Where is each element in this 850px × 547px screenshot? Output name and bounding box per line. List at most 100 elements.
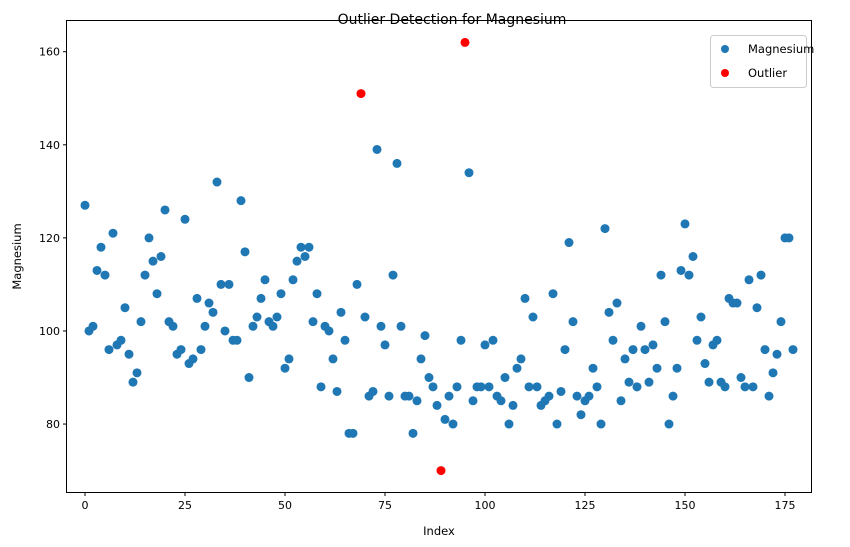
magnesium-point bbox=[176, 345, 186, 355]
legend-box bbox=[710, 35, 807, 88]
magnesium-point bbox=[608, 335, 618, 345]
magnesium-point bbox=[508, 400, 518, 410]
magnesium-point bbox=[96, 242, 106, 252]
magnesium-point bbox=[268, 321, 278, 331]
magnesium-point bbox=[476, 382, 486, 392]
magnesium-point bbox=[296, 242, 306, 252]
magnesium-point bbox=[92, 265, 102, 275]
magnesium-point bbox=[392, 158, 402, 168]
magnesium-point bbox=[748, 382, 758, 392]
magnesium-point bbox=[632, 382, 642, 392]
magnesium-point bbox=[444, 391, 454, 401]
magnesium-point bbox=[180, 214, 190, 224]
magnesium-point bbox=[328, 354, 338, 364]
magnesium-point bbox=[696, 312, 706, 322]
x-tick-label: 125 bbox=[575, 499, 596, 512]
magnesium-point bbox=[660, 317, 670, 327]
magnesium-point bbox=[136, 317, 146, 327]
magnesium-point bbox=[428, 382, 438, 392]
y-tick-label: 80 bbox=[46, 418, 60, 431]
magnesium-point bbox=[656, 270, 666, 280]
magnesium-point bbox=[352, 279, 362, 289]
magnesium-point bbox=[192, 293, 202, 303]
magnesium-point bbox=[684, 270, 694, 280]
magnesium-point bbox=[168, 321, 178, 331]
magnesium-point bbox=[252, 312, 262, 322]
magnesium-point bbox=[616, 396, 626, 406]
magnesium-point bbox=[208, 307, 218, 317]
magnesium-point bbox=[276, 289, 286, 299]
x-tick-label: 150 bbox=[675, 499, 696, 512]
magnesium-point bbox=[548, 289, 558, 299]
magnesium-point bbox=[152, 289, 162, 299]
magnesium-point bbox=[592, 382, 602, 392]
legend-label-magnesium: Magnesium bbox=[748, 42, 814, 56]
magnesium-point bbox=[432, 400, 442, 410]
y-axis-label: Magnesium bbox=[10, 223, 24, 289]
magnesium-point bbox=[620, 354, 630, 364]
magnesium-point bbox=[448, 419, 458, 429]
magnesium-point bbox=[204, 298, 214, 308]
magnesium-point bbox=[108, 228, 118, 238]
magnesium-point bbox=[224, 279, 234, 289]
magnesium-point bbox=[336, 307, 346, 317]
magnesium-point bbox=[100, 270, 110, 280]
magnesium-point bbox=[88, 321, 98, 331]
magnesium-point bbox=[584, 391, 594, 401]
magnesium-point bbox=[528, 312, 538, 322]
magnesium-point bbox=[220, 326, 230, 336]
magnesium-point bbox=[292, 256, 302, 266]
magnesium-point bbox=[340, 335, 350, 345]
magnesium-point bbox=[372, 144, 382, 154]
magnesium-point bbox=[396, 321, 406, 331]
y-tick-label: 140 bbox=[39, 139, 60, 152]
magnesium-point bbox=[468, 396, 478, 406]
magnesium-point bbox=[524, 382, 534, 392]
y-tick-label: 100 bbox=[39, 325, 60, 338]
magnesium-point bbox=[212, 177, 222, 187]
magnesium-point bbox=[700, 359, 710, 369]
magnesium-point bbox=[648, 340, 658, 350]
magnesium-point bbox=[408, 428, 418, 438]
magnesium-point bbox=[772, 349, 782, 359]
magnesium-point bbox=[732, 298, 742, 308]
magnesium-point bbox=[132, 368, 142, 378]
magnesium-point bbox=[260, 275, 270, 285]
magnesium-point bbox=[704, 377, 714, 387]
magnesium-point bbox=[280, 363, 290, 373]
magnesium-point bbox=[744, 275, 754, 285]
magnesium-point bbox=[80, 200, 90, 210]
legend-label-outlier: Outlier bbox=[748, 66, 787, 80]
magnesium-point bbox=[480, 340, 490, 350]
magnesium-point bbox=[360, 312, 370, 322]
magnesium-point bbox=[668, 391, 678, 401]
magnesium-point bbox=[104, 345, 114, 355]
magnesium-point bbox=[676, 265, 686, 275]
magnesium-point bbox=[576, 410, 586, 420]
magnesium-point bbox=[564, 238, 574, 248]
legend-marker-outlier bbox=[721, 69, 729, 77]
magnesium-point bbox=[452, 382, 462, 392]
magnesium-point bbox=[456, 335, 466, 345]
magnesium-point bbox=[160, 205, 170, 215]
magnesium-point bbox=[736, 373, 746, 383]
magnesium-point bbox=[140, 270, 150, 280]
magnesium-point bbox=[768, 368, 778, 378]
magnesium-point bbox=[552, 419, 562, 429]
magnesium-point bbox=[784, 233, 794, 243]
outlier-point bbox=[436, 466, 446, 476]
outlier-point bbox=[356, 89, 366, 99]
magnesium-point bbox=[348, 428, 358, 438]
magnesium-point bbox=[312, 289, 322, 299]
magnesium-point bbox=[680, 219, 690, 229]
magnesium-point bbox=[572, 391, 582, 401]
magnesium-point bbox=[516, 354, 526, 364]
magnesium-point bbox=[124, 349, 134, 359]
magnesium-point bbox=[232, 335, 242, 345]
magnesium-point bbox=[512, 363, 522, 373]
magnesium-point bbox=[116, 335, 126, 345]
magnesium-point bbox=[596, 419, 606, 429]
magnesium-point bbox=[376, 321, 386, 331]
magnesium-point bbox=[628, 345, 638, 355]
